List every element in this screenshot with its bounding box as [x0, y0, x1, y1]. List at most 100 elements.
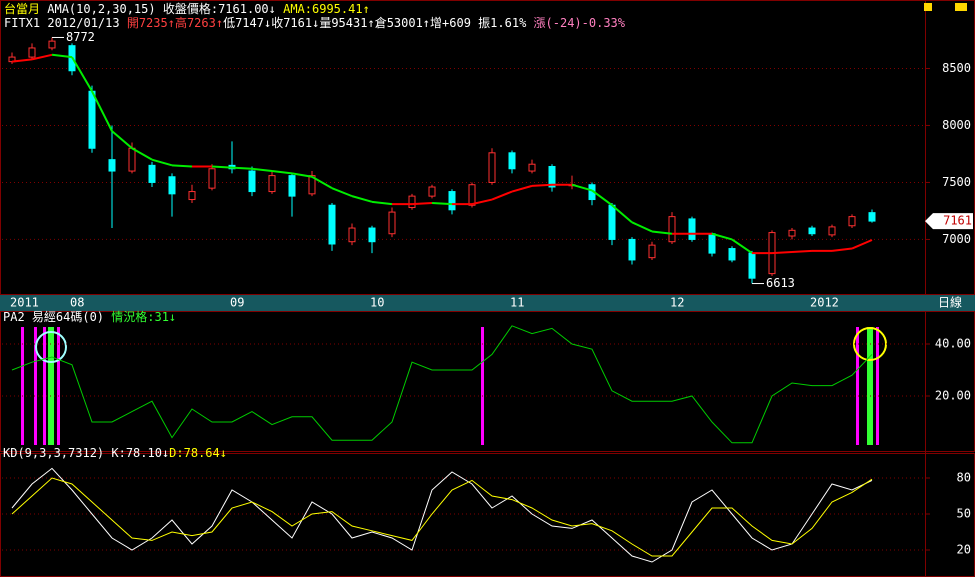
- ama-segment: [511, 184, 533, 193]
- date-label: 10: [370, 296, 384, 310]
- candle-body: [448, 191, 456, 211]
- ama-segment: [31, 53, 53, 61]
- ama-segment: [651, 230, 673, 235]
- y-tick-label: 7000: [942, 232, 971, 246]
- annotation: 6613: [766, 276, 795, 290]
- panel-name: PA2 易經64碼(0): [3, 310, 111, 324]
- candle-body: [688, 218, 696, 240]
- indicator-line: [11, 325, 873, 444]
- candle-body: [628, 238, 636, 261]
- ama-segment: [311, 175, 333, 190]
- candle-body: [428, 186, 436, 197]
- candle-body: [828, 226, 836, 236]
- legend-entry: K:78.10↓: [111, 446, 169, 460]
- legend-entry: D:78.64↓: [169, 446, 227, 460]
- candle-body: [748, 252, 756, 279]
- ama-segment: [611, 204, 633, 224]
- ama-segment: [51, 53, 73, 59]
- ama-segment: [531, 183, 553, 187]
- ama-segment: [211, 165, 233, 169]
- header-item: 量95431↑: [319, 16, 374, 30]
- ama-segment: [351, 195, 373, 203]
- candle-body: [868, 212, 876, 222]
- ama-segment: [591, 189, 613, 207]
- ama-segment: [11, 58, 33, 63]
- header-item: 倉53001↑: [375, 15, 430, 30]
- candle-body: [608, 204, 616, 240]
- y-tick-label: 20: [957, 543, 971, 557]
- header-item: 收盤價格:7161.00↓: [163, 1, 283, 16]
- candle-body: [288, 175, 296, 197]
- candle-body: [128, 147, 136, 172]
- y-tick-label: 7500: [942, 175, 971, 189]
- candle-body: [848, 216, 856, 227]
- candle-body: [268, 175, 276, 193]
- candle-body: [28, 47, 36, 58]
- date-label: 12: [670, 296, 684, 310]
- candle-body: [488, 152, 496, 183]
- panel-name: KD(9,3,3,7312): [3, 446, 111, 460]
- date-label: 2012: [810, 296, 839, 310]
- last-price-box: [925, 213, 973, 230]
- candle-body: [648, 244, 656, 259]
- candle-body: [528, 163, 536, 172]
- candle-body: [108, 159, 116, 172]
- ama-segment: [71, 56, 93, 92]
- candle-body: [408, 195, 416, 209]
- ama-segment: [271, 170, 293, 175]
- candle-body: [88, 90, 96, 149]
- kd-line: [11, 467, 873, 563]
- candle-body: [188, 191, 196, 201]
- period-label: 日線: [938, 295, 962, 310]
- y-tick-label: 20.00: [935, 389, 971, 403]
- date-label: 08: [70, 296, 84, 310]
- ama-segment: [131, 147, 153, 161]
- ama-segment: [491, 190, 513, 201]
- header-item: 開7235↑: [127, 16, 175, 30]
- candle-body: [48, 40, 56, 49]
- date-label: 2011: [10, 296, 39, 310]
- candle-body: [208, 168, 216, 189]
- header-item: 收7161↓: [271, 16, 319, 30]
- candle-body: [148, 164, 156, 183]
- ama-segment: [431, 201, 453, 206]
- ama-segment: [171, 164, 193, 168]
- candle-body: [248, 170, 256, 193]
- y-tick-label: 8000: [942, 118, 971, 132]
- ama-segment: [371, 200, 393, 206]
- candle-body: [308, 175, 316, 195]
- date-bar: [0, 295, 975, 311]
- candle-body: [328, 204, 336, 245]
- ama-segment: [631, 221, 653, 233]
- annotation: 8772: [66, 30, 95, 44]
- candle-body: [168, 176, 176, 195]
- header-item: 低7147↓: [223, 16, 271, 30]
- header-line: FITX1 2012/01/13 開7235↑高7263↑低7147↓收7161…: [4, 15, 626, 30]
- candle-body: [468, 184, 476, 206]
- header-item: 台當月: [4, 1, 40, 16]
- ama-segment: [831, 247, 853, 252]
- header-item: AMA:6995.41↑: [283, 2, 370, 16]
- y-tick-label: 40.00: [935, 337, 971, 351]
- candle-body: [368, 227, 376, 243]
- ama-segment: [331, 187, 353, 198]
- ama-segment: [111, 130, 133, 150]
- ama-segment: [291, 172, 313, 178]
- ama-segment: [411, 201, 433, 206]
- candle-body: [668, 216, 676, 243]
- candle-body: [388, 211, 396, 235]
- ama-segment: [251, 167, 273, 173]
- panel-title: PA2 易經64碼(0) 情況格:31↓: [3, 309, 176, 324]
- header-item: FITX1 2012/01/13: [4, 16, 127, 30]
- header-item: 增+609: [430, 16, 478, 30]
- date-label: 11: [510, 296, 524, 310]
- ama-segment: [711, 232, 733, 241]
- ama-segment: [771, 250, 793, 255]
- ama-segment: [91, 90, 113, 132]
- header-item: 振1.61%: [478, 16, 533, 30]
- ama-segment: [791, 249, 813, 253]
- header-line: 台當月 AMA(10,2,30,15) 收盤價格:7161.00↓ AMA:69…: [4, 1, 370, 16]
- header-item: 漲(-24)-0.33%: [534, 16, 626, 30]
- panel-title: KD(9,3,3,7312) K:78.10↓D:78.64↓: [3, 446, 227, 460]
- date-label: 09: [230, 296, 244, 310]
